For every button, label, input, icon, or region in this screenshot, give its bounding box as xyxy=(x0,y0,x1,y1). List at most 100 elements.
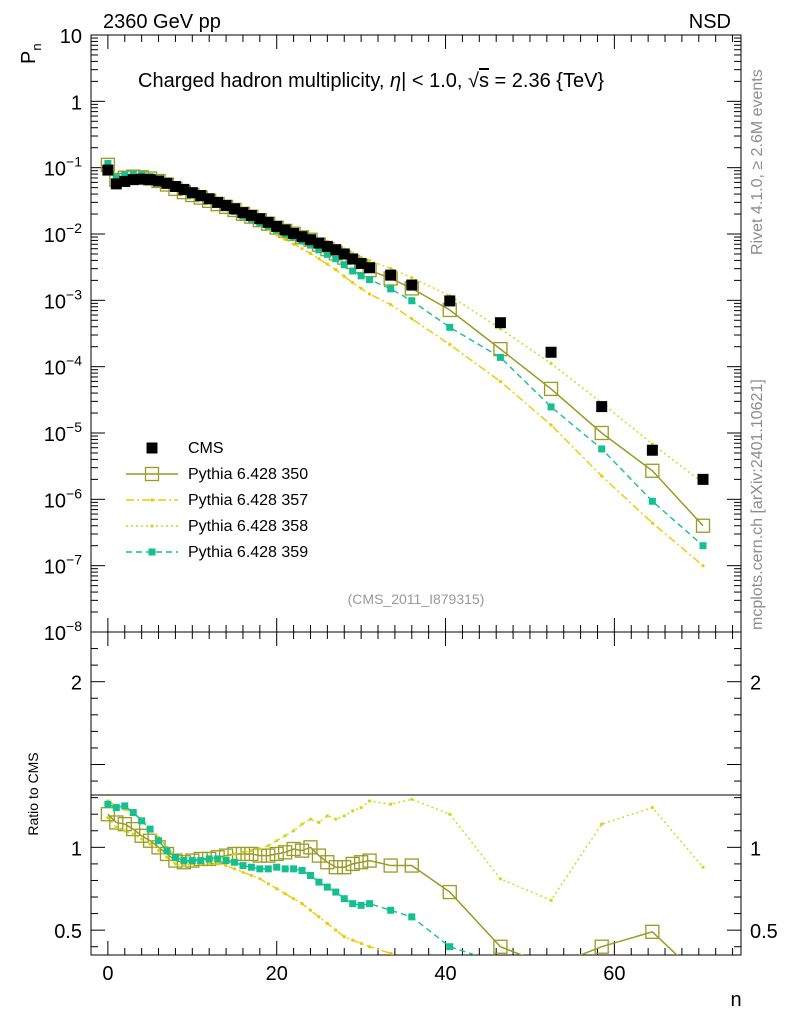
main-point-p357 xyxy=(549,423,553,427)
ratio-point-p359 xyxy=(171,853,179,861)
ratio-point-p350 xyxy=(383,858,398,873)
main-y-tick-label: 10−7 xyxy=(44,552,82,579)
ratio-y-tick-label-right: 1 xyxy=(750,838,761,860)
ratio-point-p358 xyxy=(266,844,270,848)
main-point-p357 xyxy=(410,317,414,321)
ratio-point-p358 xyxy=(317,820,321,825)
ratio-point-p357 xyxy=(275,887,279,891)
ratio-point-p350 xyxy=(303,840,318,855)
ratio-point-p359 xyxy=(315,878,323,886)
main-line-p358 xyxy=(107,164,704,484)
ratio-point-p359 xyxy=(497,960,504,967)
ratio-point-p350 xyxy=(353,855,369,870)
ratio-point-p359 xyxy=(298,867,306,875)
ratio-point-p358 xyxy=(232,852,237,856)
main-point-p357 xyxy=(283,237,287,242)
cms-point xyxy=(161,177,173,189)
ratio-point-p359 xyxy=(649,981,656,988)
ratio-point-p358 xyxy=(182,863,186,868)
main-point-p359 xyxy=(408,297,416,305)
legend-label-cms: CMS xyxy=(188,440,224,457)
ratio-point-p359 xyxy=(247,863,255,871)
ratio-point-p350 xyxy=(697,973,710,986)
ratio-y-tick-label: 0.5 xyxy=(54,921,82,943)
ratio-point-p358 xyxy=(498,877,503,881)
main-point-p359 xyxy=(699,542,707,550)
main-y-tick-labels: 10 1 10−1 10−2 10−3 10−4 10−5 10−6 10−7 10−8 xyxy=(44,26,82,645)
ratio-line-p358 xyxy=(107,798,704,902)
ratio-point-p359 xyxy=(121,802,129,810)
x-tick-label: 20 xyxy=(266,963,288,985)
cms-point xyxy=(321,240,333,252)
ratio-point-p359 xyxy=(306,871,314,879)
legend-item-p359: Pythia 6.428 359 xyxy=(126,544,308,561)
ratio-point-p359 xyxy=(349,900,357,908)
ratio-point-p357 xyxy=(258,877,262,881)
x-tick-labels: 0 20 40 60 xyxy=(102,963,625,985)
legend-label-p359: Pythia 6.428 359 xyxy=(188,544,308,561)
main-point-p359 xyxy=(446,323,454,331)
legend: CMS Pythia 6.428 350 Pythia 6.428 357 Pythi… xyxy=(126,440,308,561)
main-point-p357 xyxy=(389,302,393,307)
legend-marker-p358 xyxy=(150,524,154,528)
main-y-tick-label: 10−4 xyxy=(44,353,82,380)
ratio-point-p357 xyxy=(334,928,338,932)
ratio-point-p357 xyxy=(249,873,253,878)
ratio-point-p359 xyxy=(357,901,365,909)
main-point-p359 xyxy=(598,445,606,453)
ratio-point-p359 xyxy=(163,847,171,855)
ratio-point-p357 xyxy=(216,862,220,866)
legend-item-p358: Pythia 6.428 358 xyxy=(126,518,308,535)
ratio-point-p358 xyxy=(410,797,414,801)
main-point-p357 xyxy=(351,281,355,285)
ratio-point-p359 xyxy=(290,865,298,873)
legend-marker-p357 xyxy=(150,498,154,502)
ratio-point-p357 xyxy=(549,998,552,1001)
ratio-point-p357 xyxy=(300,902,304,906)
ratio-point-p358 xyxy=(123,829,127,833)
ratio-point-p357 xyxy=(308,908,313,912)
y-axis-label-ratio: Ratio to CMS xyxy=(25,752,41,835)
main-point-p357 xyxy=(600,474,604,478)
ratio-point-p359 xyxy=(332,888,340,896)
ratio-y-ticks xyxy=(91,648,741,948)
ratio-point-p359 xyxy=(273,863,281,871)
x-tick-label: 0 xyxy=(102,963,113,985)
ratio-point-p359 xyxy=(180,857,188,865)
main-point-p359 xyxy=(323,250,331,258)
main-point-p359 xyxy=(357,272,365,280)
ratio-point-p357 xyxy=(389,951,393,955)
ratio-point-p357 xyxy=(367,945,372,949)
cms-point xyxy=(313,237,325,249)
ratio-line-p357 xyxy=(107,800,397,955)
ratio-point-p359 xyxy=(408,913,416,921)
cms-point xyxy=(545,346,557,358)
ratio-plot-frame xyxy=(90,631,742,956)
ratio-x-ticks xyxy=(107,632,734,955)
main-plot-frame xyxy=(90,34,742,633)
ratio-point-p350 xyxy=(404,858,419,873)
ratio-point-p357 xyxy=(351,938,355,942)
main-y-tick-label: 1 xyxy=(71,92,82,114)
ratio-point-p357 xyxy=(342,935,346,939)
cms-point xyxy=(355,257,367,269)
ratio-point-p350 xyxy=(594,939,609,954)
ratio-y-tick-label-right: 2 xyxy=(750,673,761,695)
ratio-point-p358 xyxy=(308,817,313,821)
cms-point xyxy=(254,213,266,225)
legend-label-p357: Pythia 6.428 357 xyxy=(188,492,308,509)
main-point-p350 xyxy=(645,463,660,478)
cms-point xyxy=(178,183,190,195)
ratio-point-p350 xyxy=(244,846,259,862)
cms-point xyxy=(212,196,224,208)
ratio-point-p357 xyxy=(224,863,228,868)
ratio-point-p358 xyxy=(650,805,654,810)
cms-point xyxy=(136,173,148,185)
ratio-point-p350 xyxy=(294,843,310,858)
ratio-point-p358 xyxy=(325,814,329,818)
ratio-point-p358 xyxy=(106,815,110,820)
ratio-point-p358 xyxy=(241,850,245,854)
analysis-tag: (CMS_2011_I879315) xyxy=(348,591,485,607)
main-point-p357 xyxy=(498,379,503,384)
ratio-point-p358 xyxy=(701,865,705,869)
